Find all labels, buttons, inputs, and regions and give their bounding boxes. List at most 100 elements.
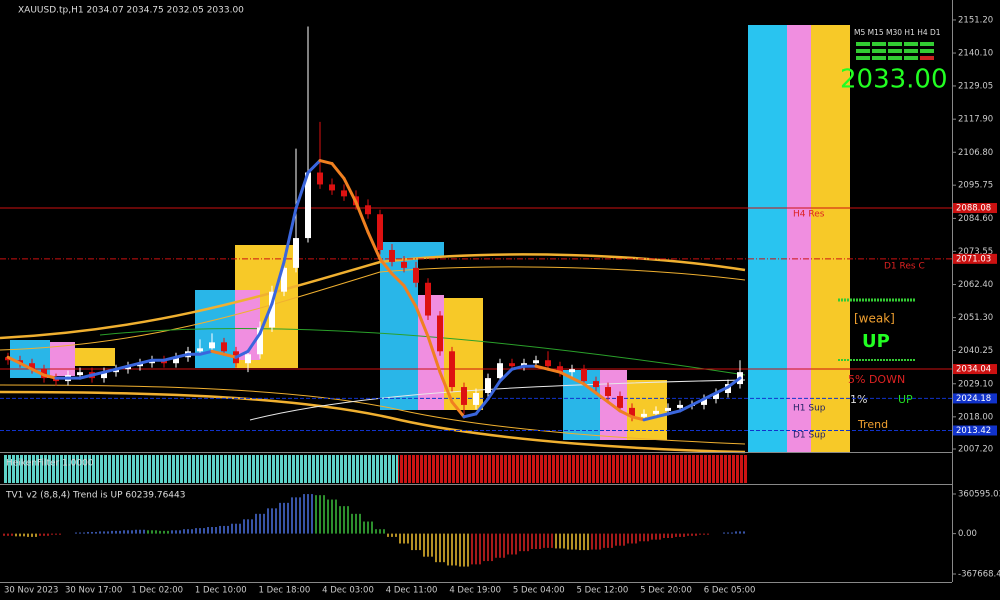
candle-body: [329, 184, 335, 191]
y-tick-label: 2051.30: [958, 313, 993, 323]
trend-segment: [690, 397, 706, 407]
candle-body: [569, 369, 575, 373]
x-tick-label: 30 Nov 17:00: [65, 586, 122, 596]
candle-body: [29, 363, 35, 370]
trend-segment: [378, 257, 394, 276]
candle-body: [629, 407, 635, 417]
candle-body: [173, 357, 179, 364]
y-tick-label: 2040.25: [958, 346, 993, 356]
heiken-down: [398, 455, 748, 483]
level-box: [953, 425, 997, 436]
candle-body: [449, 351, 455, 388]
trend-segment: [714, 385, 730, 395]
candle-body: [617, 395, 623, 408]
level-box: [953, 364, 997, 375]
candle-body: [317, 172, 323, 185]
x-tick-label: 5 Dec 12:00: [577, 586, 629, 596]
trend-segment: [438, 370, 454, 404]
x-tick-label: 1 Dec 10:00: [195, 586, 247, 596]
trend-segment: [78, 373, 94, 380]
candle-body: [413, 267, 419, 283]
y-tick-label: 2095.75: [958, 181, 993, 191]
chart-title: XAUUSD.tp,H1 2034.07 2034.75 2032.05 203…: [18, 6, 244, 16]
h4-res: H4 Res: [793, 210, 825, 220]
trend-segment: [222, 352, 238, 359]
trend-segment: [402, 284, 418, 309]
y-tick-label: 2140.10: [958, 49, 993, 59]
candle-body: [593, 381, 599, 388]
trend-segment: [462, 412, 478, 419]
candle-body: [269, 291, 275, 328]
up-pct: 1%: [850, 393, 867, 406]
trend-segment: [654, 412, 670, 419]
candle-body: [77, 372, 83, 376]
candle-body: [473, 393, 479, 405]
trend-segment: [450, 400, 466, 419]
trend-segment: [342, 176, 358, 204]
candle-body: [281, 267, 287, 292]
trend-segment: [642, 415, 658, 422]
candle-body: [713, 393, 719, 399]
candle-body: [293, 238, 299, 268]
candle-body: [545, 360, 551, 367]
trend-segment: [18, 361, 34, 371]
trend-segment: [606, 400, 622, 413]
level-box: [953, 393, 997, 404]
x-tick-label: 4 Dec 19:00: [449, 586, 501, 596]
trend-segment: [270, 260, 286, 306]
y-tick-label: 2106.80: [958, 148, 993, 158]
level-box: [953, 253, 997, 264]
trend-segment: [558, 370, 574, 380]
y-tick-label: 2007.20: [958, 445, 993, 455]
x-tick-label: 4 Dec 11:00: [386, 586, 438, 596]
weak-label: [weak]: [854, 312, 895, 326]
candle-body: [209, 342, 215, 349]
level-label: 2024.18: [956, 394, 991, 404]
x-tick-label: 6 Dec 05:00: [704, 586, 756, 596]
trend-segment: [486, 379, 502, 401]
trend-segment: [570, 376, 586, 386]
tv1-tick-label: -367668.45: [958, 569, 1000, 579]
trend-segment: [534, 364, 550, 371]
trend-segment: [582, 382, 598, 395]
level-box: [953, 203, 997, 214]
trend-segment: [390, 272, 406, 288]
candle-body: [665, 407, 671, 411]
x-tick-label: 5 Dec 04:00: [513, 586, 565, 596]
tv1-title: TV1 v2 (8,8,4) Trend is UP 60239.76443: [5, 491, 185, 501]
y-tick-label: 2018.00: [958, 412, 993, 422]
tv1-tick-label: 360595.03: [958, 489, 1000, 499]
down-pct: 5% DOWN: [848, 373, 905, 386]
tf-panel: [856, 42, 934, 60]
trend-segment: [426, 334, 442, 374]
candle-body: [605, 387, 611, 396]
trend-segment: [630, 415, 646, 422]
trend-segment: [90, 370, 106, 377]
candle-body: [221, 342, 227, 352]
y-tick-label: 2084.60: [958, 214, 993, 224]
candle-body: [377, 214, 383, 250]
d1-sup: D1 Sup: [793, 431, 826, 441]
trend-segment: [594, 391, 610, 404]
y-tick-label: 2129.05: [958, 81, 993, 91]
tv1-tick-label: 0.00: [958, 529, 977, 539]
candle-body: [101, 372, 107, 379]
x-tick-label: 4 Dec 03:00: [322, 586, 374, 596]
trend-segment: [546, 367, 562, 374]
candle-body: [497, 363, 503, 379]
current-price: 2033.00: [840, 65, 948, 95]
trend-segment: [354, 200, 370, 234]
trend-segment: [510, 364, 526, 371]
trend-segment: [474, 397, 490, 416]
trend-segment: [102, 367, 118, 374]
trend-segment: [678, 403, 694, 413]
trend-segment: [702, 391, 718, 401]
candle-body: [401, 261, 407, 268]
candle-body: [509, 363, 515, 367]
level-label: 2088.08: [956, 204, 991, 214]
up-small: UP: [898, 393, 913, 406]
y-tick-label: 2062.40: [958, 280, 993, 290]
trend-segment: [210, 349, 226, 356]
trend-segment: [306, 159, 322, 175]
candle-body: [485, 378, 491, 394]
